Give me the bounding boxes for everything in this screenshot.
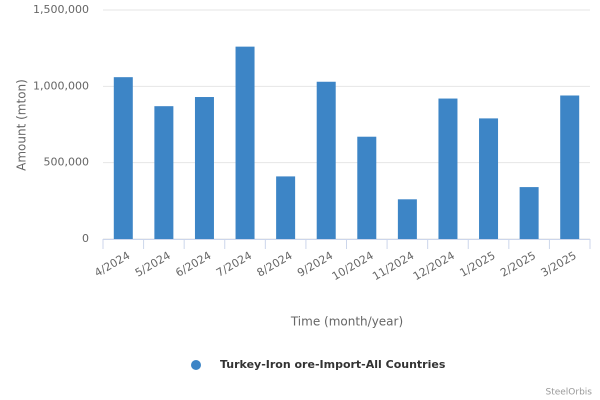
- credits[interactable]: SteelOrbis: [545, 388, 592, 398]
- x-tick-label: 1/2025: [458, 249, 498, 280]
- y-tick-label: 1,000,000: [33, 79, 89, 92]
- legend-label[interactable]: Turkey-Iron ore-Import-All Countries: [220, 358, 446, 371]
- x-tick-label: 11/2024: [370, 249, 416, 283]
- x-tick-label: 10/2024: [330, 249, 376, 283]
- x-axis-title: Time (month/year): [290, 315, 403, 329]
- bar: [194, 97, 214, 240]
- bar: [357, 136, 377, 239]
- bar: [154, 106, 174, 240]
- bar: [316, 81, 336, 240]
- bar: [560, 95, 580, 239]
- x-tick-label: 8/2024: [255, 249, 295, 280]
- y-axis-title: Amount (mton): [15, 79, 29, 171]
- x-tick-label: 12/2024: [411, 249, 457, 283]
- x-tick-label: 4/2024: [92, 249, 132, 280]
- bar: [276, 176, 296, 239]
- x-tick-label: 6/2024: [173, 249, 213, 280]
- x-tick-label: 9/2024: [295, 249, 335, 280]
- bar: [479, 118, 499, 239]
- y-tick-label: 0: [82, 232, 89, 245]
- y-tick-label: 1,500,000: [33, 3, 89, 16]
- bar: [397, 199, 417, 239]
- x-tick-label: 5/2024: [133, 249, 173, 280]
- bar: [519, 187, 539, 239]
- x-tick-label: 2/2025: [498, 249, 538, 280]
- x-tick-label: 3/2025: [539, 249, 579, 280]
- y-tick-label: 500,000: [44, 156, 90, 169]
- bar: [235, 46, 255, 239]
- x-tick-label: 7/2024: [214, 249, 254, 280]
- bar: [113, 77, 133, 239]
- legend-marker[interactable]: [191, 360, 201, 370]
- bar: [438, 98, 458, 240]
